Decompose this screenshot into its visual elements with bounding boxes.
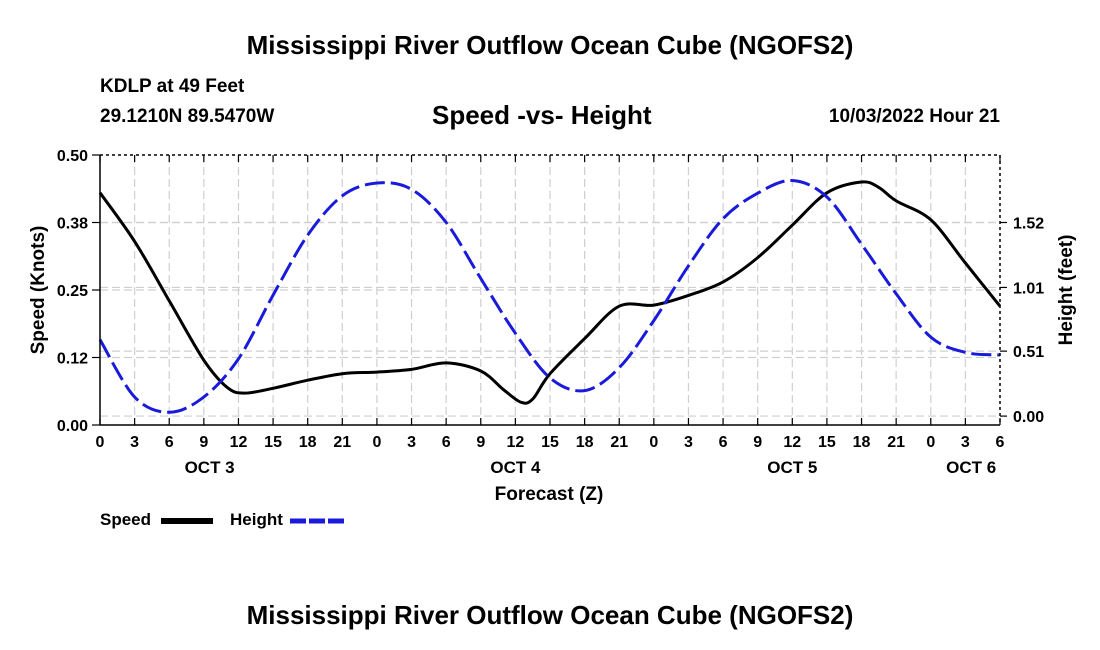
station-coords: 29.1210N 89.5470W (100, 106, 275, 127)
y-tick-label: 0.38 (57, 216, 88, 233)
x-tick-label: 21 (333, 434, 351, 451)
x-tick-label: 12 (783, 434, 801, 451)
speed-series-line (98, 180, 1002, 405)
x-tick-label: 6 (996, 434, 1005, 451)
x-tick-label: 3 (961, 434, 970, 451)
y-axis-label: Speed (Knots) (28, 226, 49, 355)
y-tick-label: 0.25 (57, 283, 88, 300)
date-label: OCT 4 (490, 458, 541, 477)
x-tick-label: 15 (541, 434, 559, 451)
x-tick-label: 18 (299, 434, 317, 451)
legend-height-swatch (290, 518, 344, 524)
date-label: OCT 6 (946, 458, 996, 477)
legend-height-label: Height (230, 510, 283, 529)
y2-axis-label: Height (feet) (1056, 235, 1077, 346)
x-tick-label: 0 (926, 434, 935, 451)
legend-speed-label: Speed (100, 510, 152, 529)
x-tick-label: 9 (753, 434, 762, 451)
x-tick-label: 12 (506, 434, 524, 451)
x-tick-label: 0 (96, 434, 105, 451)
x-tick-label: 21 (887, 434, 905, 451)
footer-title: Mississippi River Outflow Ocean Cube (NG… (246, 600, 854, 630)
series-lines (98, 178, 1002, 414)
axis-ticks: 0 3 6 9 12 15 18 21 0 3 6 9 12 15 18 21 0 3 6 9 12 15 18 21 0 3 6O… (57, 148, 1044, 477)
height-series-line (98, 178, 1001, 414)
chart-title: Mississippi River Outflow Ocean Cube (NG… (246, 30, 854, 60)
x-tick-label: 6 (442, 434, 451, 451)
x-tick-label: 0 (649, 434, 658, 451)
x-tick-label: 15 (264, 434, 282, 451)
y2-tick-label: 1.01 (1013, 280, 1044, 297)
x-tick-label: 15 (818, 434, 836, 451)
date-label: OCT 5 (767, 458, 817, 477)
speed-height-chart: 0 3 6 9 12 15 18 21 0 3 6 9 12 15 18 21 0 3 6 9 12 15 18 21 0 3 6O… (28, 148, 1077, 505)
x-tick-label: 3 (407, 434, 416, 451)
run-time: 10/03/2022 Hour 21 (828, 106, 1000, 127)
station-label: KDLP at 49 Feet (100, 76, 245, 97)
x-axis-label: Forecast (Z) (495, 484, 604, 505)
y-tick-label: 0.00 (57, 418, 88, 435)
x-tick-label: 6 (719, 434, 728, 451)
x-tick-label: 18 (853, 434, 871, 451)
x-tick-label: 9 (476, 434, 485, 451)
chart-subtitle: Speed -vs- Height (432, 100, 652, 130)
grid (100, 155, 1000, 425)
legend-speed-swatch (161, 518, 213, 524)
x-tick-label: 6 (165, 434, 174, 451)
date-label: OCT 3 (185, 458, 235, 477)
y2-tick-label: 0.51 (1013, 344, 1044, 361)
y-tick-label: 0.50 (57, 148, 88, 165)
x-tick-label: 9 (199, 434, 208, 451)
y2-tick-label: 1.52 (1013, 216, 1044, 233)
x-tick-label: 3 (130, 434, 139, 451)
y-tick-label: 0.12 (57, 351, 88, 368)
x-tick-label: 18 (576, 434, 594, 451)
x-tick-label: 3 (684, 434, 693, 451)
x-tick-label: 21 (610, 434, 628, 451)
y2-tick-label: 0.00 (1013, 409, 1044, 426)
x-tick-label: 0 (372, 434, 381, 451)
x-tick-label: 12 (230, 434, 248, 451)
